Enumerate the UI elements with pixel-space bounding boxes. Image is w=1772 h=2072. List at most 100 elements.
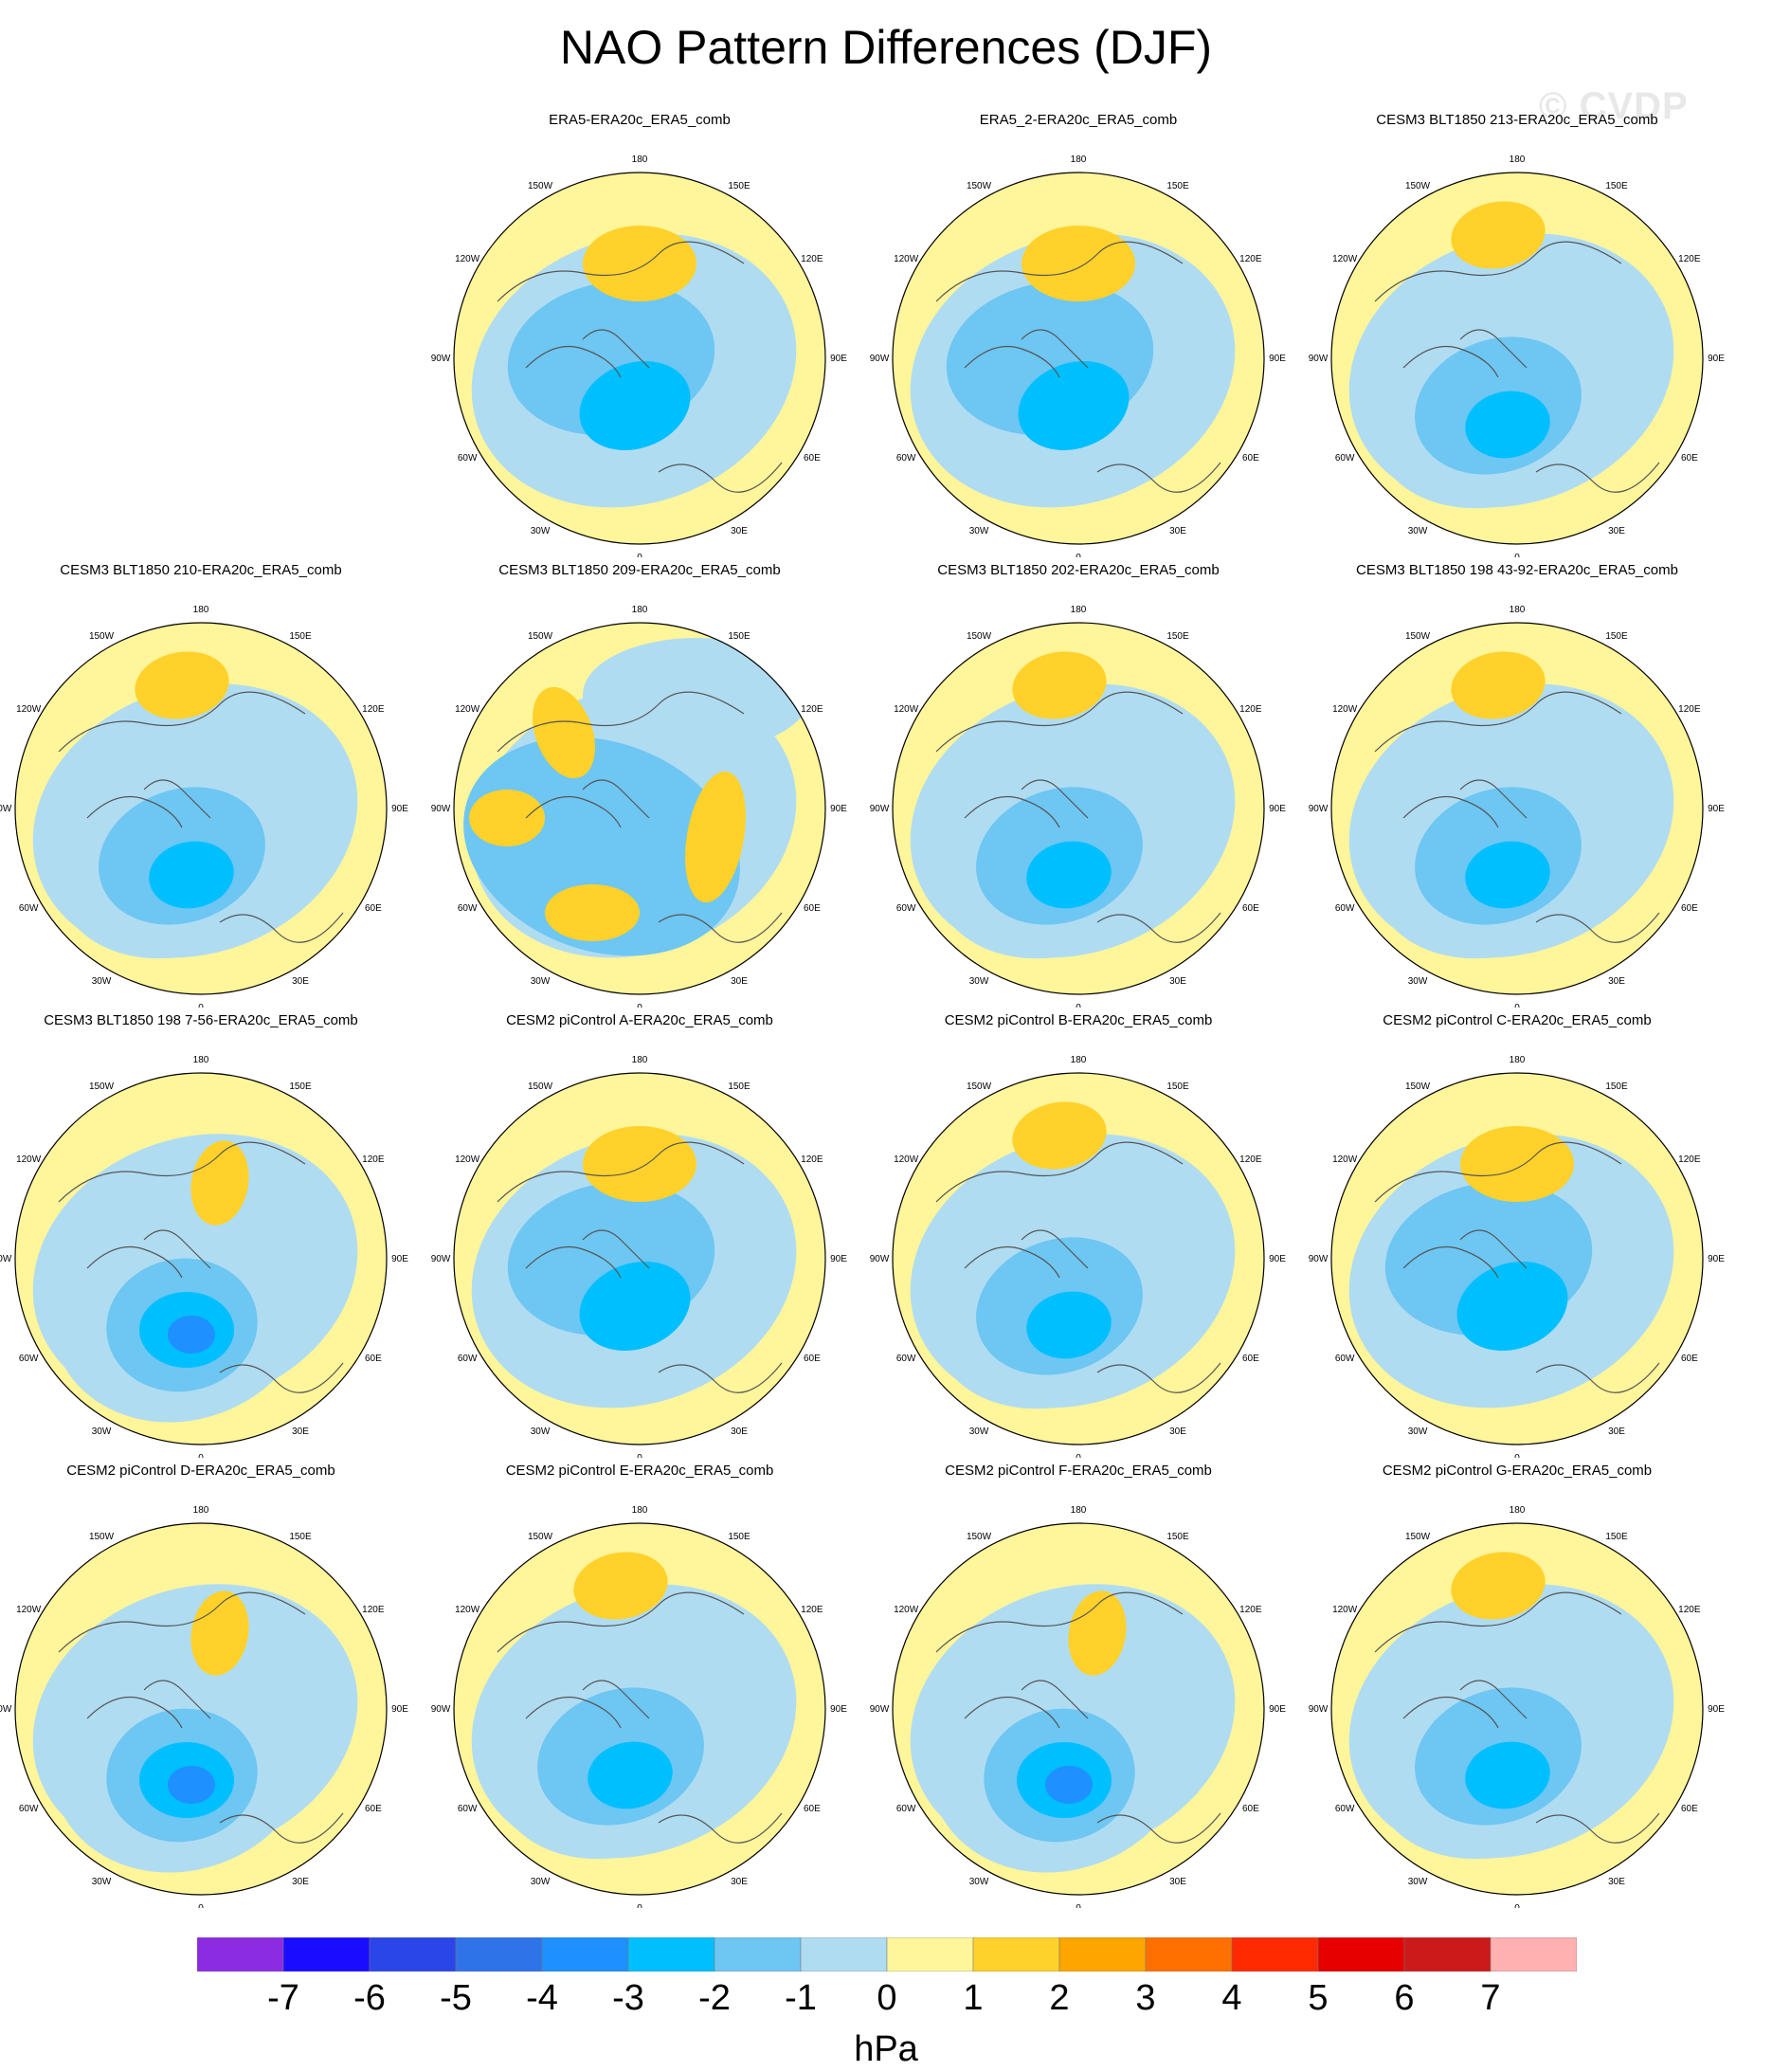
longitude-label: 60W: [458, 903, 478, 914]
longitude-label: 60W: [896, 903, 916, 914]
longitude-label: 120W: [1332, 254, 1358, 264]
longitude-label: 180: [1071, 1055, 1087, 1065]
longitude-label: 180: [1510, 1505, 1526, 1516]
longitude-label: 90E: [1708, 1704, 1725, 1715]
polar-map: 180 150E 120E 90E 60E 30E 0 30W 60W 90W 120W 150W: [870, 154, 1286, 557]
field-contour: [1018, 360, 1130, 451]
panel-title: ERA5_2-ERA20c_ERA5_comb: [979, 112, 1178, 128]
longitude-label: 120E: [362, 1154, 385, 1165]
coastline: [58, 1141, 344, 1393]
longitude-label: 90E: [830, 1704, 847, 1715]
colorbar: [197, 1937, 1577, 1972]
coastline: [497, 1591, 783, 1844]
longitude-label: 30E: [731, 526, 748, 536]
longitude-label: 90E: [1269, 804, 1286, 814]
coastline: [497, 1141, 783, 1393]
longitude-label: 0: [1076, 1453, 1081, 1458]
longitude-label: 120E: [1678, 704, 1701, 715]
longitude-label: 150E: [1166, 1081, 1189, 1092]
longitude-label: 180: [1071, 1505, 1087, 1516]
panel-title: CESM2 piControl E-ERA20c_ERA5_comb: [505, 1463, 774, 1479]
longitude-label: 60W: [458, 1804, 478, 1814]
colorbar-tick-label: -3: [612, 1978, 644, 2018]
longitude-label: 150W: [967, 1532, 992, 1542]
longitude-label: 90W: [870, 354, 890, 364]
longitude-label: 90W: [0, 1254, 12, 1264]
longitude-label: 0: [1514, 1003, 1520, 1008]
longitude-label: 120W: [16, 1605, 42, 1615]
longitude-label: 120W: [894, 254, 919, 264]
coastline: [497, 691, 783, 943]
colorbar-swatch: [800, 1937, 888, 1972]
longitude-label: 60W: [1335, 1804, 1355, 1814]
field-contour: [463, 736, 740, 956]
colorbar-tick-label: 7: [1480, 1978, 1501, 2018]
coastline: [58, 1591, 344, 1844]
map-boundary: [14, 1072, 388, 1445]
colorbar-tick-label: 2: [1049, 1978, 1070, 2018]
longitude-label: 120E: [362, 704, 385, 715]
page-title: NAO Pattern Differences (DJF): [559, 21, 1213, 74]
longitude-label: 120E: [1678, 1605, 1701, 1615]
longitude-label: 60W: [458, 453, 478, 463]
longitude-label: 0: [637, 1003, 642, 1008]
longitude-label: 120E: [1239, 1605, 1262, 1615]
panel-title: CESM2 piControl C-ERA20c_ERA5_comb: [1383, 1012, 1652, 1028]
longitude-label: 150W: [89, 1081, 115, 1092]
longitude-label: 60E: [1242, 903, 1259, 914]
colorbar-swatch: [197, 1937, 284, 1972]
longitude-label: 90E: [391, 1254, 408, 1264]
longitude-label: 150W: [528, 1081, 553, 1092]
longitude-label: 30W: [969, 526, 989, 536]
map-panel: CESM2 piControl C-ERA20c_ERA5_comb 180 150…: [1309, 1012, 1726, 1458]
coastline: [1374, 1591, 1660, 1844]
coastline: [1374, 691, 1660, 943]
longitude-label: 120W: [455, 1605, 480, 1615]
longitude-label: 150W: [89, 631, 115, 642]
polar-map: 180 150E 120E 90E 60E 30E 0 30W 60W 90W 120W 150W: [0, 605, 408, 1008]
longitude-label: 90W: [431, 1704, 451, 1715]
map-panel: CESM2 piControl D-ERA20c_ERA5_comb 180 150…: [0, 1463, 409, 1908]
colorbar-unit: hPa: [854, 2029, 918, 2069]
map-boundary: [1330, 172, 1704, 545]
longitude-label: 180: [632, 1505, 648, 1516]
field-contour: [469, 790, 545, 846]
polar-map: 180 150E 120E 90E 60E 30E 0 30W 60W 90W 120W 150W: [431, 154, 847, 557]
colorbar-swatch: [455, 1937, 543, 1972]
panel-title: CESM2 piControl B-ERA20c_ERA5_comb: [944, 1012, 1213, 1028]
coastline: [935, 241, 1221, 493]
longitude-label: 150E: [728, 1532, 750, 1542]
longitude-label: 30E: [1169, 1427, 1186, 1437]
map-boundary: [1330, 622, 1704, 995]
longitude-label: 150E: [728, 631, 750, 642]
longitude-label: 60E: [365, 1354, 382, 1364]
colorbar-swatch: [1231, 1937, 1319, 1972]
longitude-label: 90E: [830, 1254, 847, 1264]
longitude-label: 150W: [1405, 1081, 1431, 1092]
longitude-label: 30W: [969, 1877, 989, 1887]
map-panel: CESM3 BLT1850 213-ERA20c_ERA5_comb 180 150…: [1309, 112, 1726, 557]
colorbar-swatch: [1058, 1937, 1147, 1972]
map-panel: CESM3 BLT1850 198 7-56-ERA20c_ERA5_comb 1…: [0, 1012, 409, 1458]
longitude-label: 0: [198, 1003, 204, 1008]
field-contour: [1456, 1261, 1568, 1352]
longitude-label: 90E: [1708, 354, 1725, 364]
map-panel: CESM2 piControl E-ERA20c_ERA5_comb 180 150…: [431, 1463, 848, 1908]
longitude-label: 60E: [365, 1804, 382, 1814]
field-contour: [1026, 1291, 1112, 1359]
field-contour: [583, 1126, 696, 1202]
colorbar-swatch: [627, 1937, 715, 1972]
coastline: [497, 241, 783, 493]
longitude-label: 150E: [1605, 1081, 1628, 1092]
colorbar-tick-label: -7: [267, 1978, 299, 2018]
longitude-label: 120W: [1332, 704, 1358, 715]
longitude-label: 150E: [1166, 631, 1189, 642]
field-contour: [168, 1316, 215, 1354]
colorbar-tick-label: -6: [353, 1978, 386, 2018]
panel-title: CESM3 BLT1850 209-ERA20c_ERA5_comb: [498, 562, 781, 578]
coastline: [1374, 1141, 1660, 1393]
polar-map: 180 150E 120E 90E 60E 30E 0 30W 60W 90W 120W 150W: [1309, 1505, 1725, 1908]
panel-title: CESM2 piControl G-ERA20c_ERA5_comb: [1382, 1463, 1653, 1479]
map-boundary: [892, 172, 1265, 545]
colorbar-swatch: [1145, 1937, 1233, 1972]
